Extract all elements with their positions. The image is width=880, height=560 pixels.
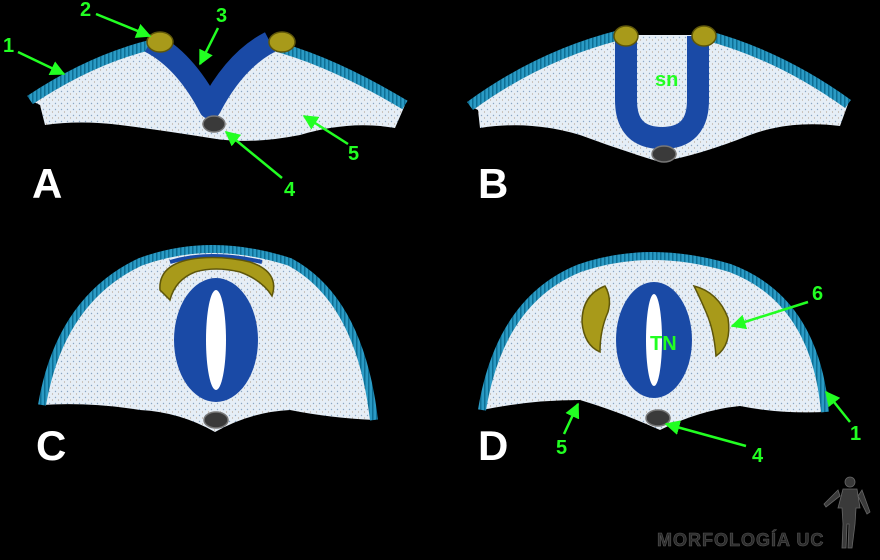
callout-d-5: 5 bbox=[556, 437, 567, 459]
callout-d-4: 4 bbox=[752, 445, 764, 467]
neural-canal-c bbox=[206, 290, 226, 390]
neural-groove-label: sn bbox=[655, 69, 678, 91]
neural-crest-a-left bbox=[146, 31, 174, 53]
callout-a-4: 4 bbox=[284, 179, 296, 201]
notochord-c bbox=[203, 411, 229, 429]
neural-crest-d-left bbox=[581, 285, 611, 354]
ectoderm-a bbox=[27, 40, 152, 105]
watermark-text: MORFOLOGÍA UC bbox=[657, 529, 824, 550]
mesenchyme-b bbox=[470, 35, 848, 162]
neural-plate-a bbox=[144, 32, 276, 119]
ectoderm-d bbox=[478, 252, 829, 413]
ectoderm-c bbox=[38, 245, 378, 421]
notochord-a bbox=[202, 115, 226, 133]
neural-crest-a-right bbox=[268, 31, 296, 53]
callout-a-1: 1 bbox=[3, 35, 14, 57]
panel-letter-c: C bbox=[36, 422, 66, 469]
callout-a-3: 3 bbox=[216, 5, 227, 27]
callout-d-1: 1 bbox=[850, 423, 861, 445]
neural-crest-d-right bbox=[692, 284, 730, 358]
notochord-b bbox=[651, 145, 677, 163]
watermark: MORFOLOGÍA UC bbox=[657, 476, 871, 550]
ectoderm-b bbox=[467, 30, 622, 111]
neural-crest-c bbox=[159, 256, 275, 302]
neural-tube-label: TN bbox=[650, 333, 677, 355]
notochord-d bbox=[645, 409, 671, 427]
panel-b: sn B bbox=[467, 25, 851, 207]
neural-canal-d bbox=[646, 294, 662, 386]
callout-d-6: 6 bbox=[812, 283, 823, 305]
neural-crest-b-right bbox=[691, 25, 717, 47]
panel-c: C bbox=[36, 245, 378, 469]
panel-letter-a: A bbox=[32, 160, 62, 207]
panel-letter-d: D bbox=[478, 422, 508, 469]
panel-d: TN D 6 1 4 5 bbox=[478, 252, 861, 469]
callout-a-5: 5 bbox=[348, 143, 359, 165]
neural-groove-b bbox=[615, 36, 709, 149]
panel-letter-b: B bbox=[478, 160, 508, 207]
panel-a: A 1 2 3 4 5 bbox=[3, 0, 408, 207]
neural-crest-b-left bbox=[613, 25, 639, 47]
callout-a-2: 2 bbox=[80, 0, 91, 21]
human-figure-icon bbox=[823, 476, 871, 549]
